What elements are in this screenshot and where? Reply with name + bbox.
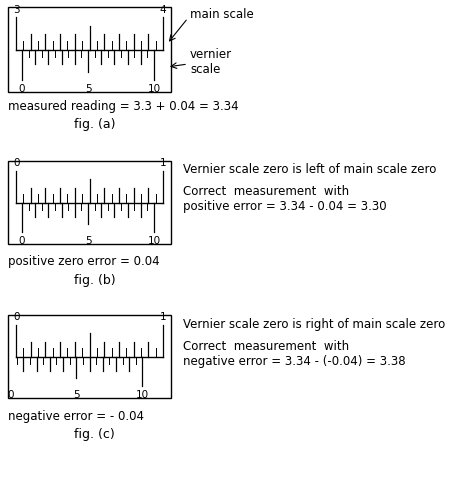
Text: 10: 10 bbox=[147, 236, 161, 246]
Text: 10: 10 bbox=[136, 390, 149, 400]
Text: 5: 5 bbox=[73, 390, 80, 400]
Text: 3: 3 bbox=[13, 4, 19, 15]
Text: Vernier scale zero is left of main scale zero: Vernier scale zero is left of main scale… bbox=[183, 163, 437, 176]
Text: 4: 4 bbox=[160, 4, 166, 15]
Text: measured reading = 3.3 + 0.04 = 3.34: measured reading = 3.3 + 0.04 = 3.34 bbox=[8, 100, 238, 113]
Text: negative error = - 0.04: negative error = - 0.04 bbox=[8, 410, 144, 423]
Text: fig. (b): fig. (b) bbox=[74, 274, 116, 287]
Text: 0: 0 bbox=[13, 159, 19, 168]
Text: 5: 5 bbox=[85, 236, 91, 246]
Text: fig. (c): fig. (c) bbox=[74, 428, 115, 441]
Text: 0: 0 bbox=[19, 236, 25, 246]
Text: Correct  measurement  with: Correct measurement with bbox=[183, 340, 349, 353]
Text: fig. (a): fig. (a) bbox=[74, 118, 116, 131]
Text: 10: 10 bbox=[147, 83, 161, 93]
Text: positive error = 3.34 - 0.04 = 3.30: positive error = 3.34 - 0.04 = 3.30 bbox=[183, 200, 387, 213]
Text: negative error = 3.34 - (-0.04) = 3.38: negative error = 3.34 - (-0.04) = 3.38 bbox=[183, 355, 406, 368]
Text: 1: 1 bbox=[160, 159, 166, 168]
Text: Correct  measurement  with: Correct measurement with bbox=[183, 185, 349, 198]
Text: vernier
scale: vernier scale bbox=[190, 48, 232, 76]
Text: 1: 1 bbox=[160, 312, 166, 323]
Text: 5: 5 bbox=[85, 83, 91, 93]
Text: Vernier scale zero is right of main scale zero: Vernier scale zero is right of main scal… bbox=[183, 318, 445, 331]
Text: positive zero error = 0.04: positive zero error = 0.04 bbox=[8, 255, 160, 268]
Text: 0: 0 bbox=[19, 83, 25, 93]
Text: 0: 0 bbox=[7, 390, 14, 400]
Text: 0: 0 bbox=[13, 312, 19, 323]
Text: main scale: main scale bbox=[190, 7, 254, 21]
